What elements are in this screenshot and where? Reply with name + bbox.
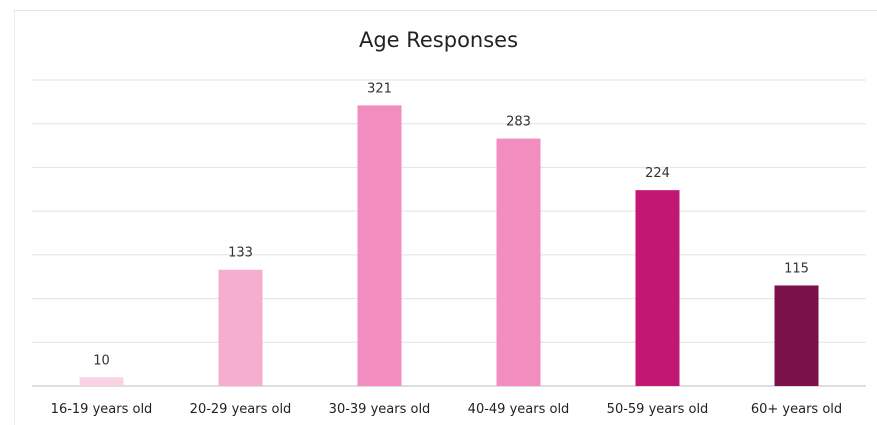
bar <box>496 138 541 386</box>
data-label: 321 <box>367 81 392 96</box>
bar <box>774 285 819 386</box>
data-label: 283 <box>506 115 531 130</box>
x-tick-label: 60+ years old <box>751 402 842 417</box>
bar <box>635 190 680 386</box>
data-label: 10 <box>93 353 110 368</box>
data-label: 133 <box>228 246 253 261</box>
x-tick-label: 40-49 years old <box>468 402 570 417</box>
data-label: 224 <box>645 166 670 181</box>
gridlines <box>32 79 866 343</box>
x-tick-label: 30-39 years old <box>329 402 431 417</box>
data-label: 115 <box>784 261 809 276</box>
x-tick-label: 50-59 years old <box>607 402 709 417</box>
chart-title: Age Responses <box>358 28 519 52</box>
bar <box>218 269 263 386</box>
x-tick-label: 16-19 years old <box>51 402 153 417</box>
x-tick-label: 20-29 years old <box>190 402 292 417</box>
bar <box>357 105 402 387</box>
bar <box>79 377 124 386</box>
chart-frame <box>14 10 877 425</box>
